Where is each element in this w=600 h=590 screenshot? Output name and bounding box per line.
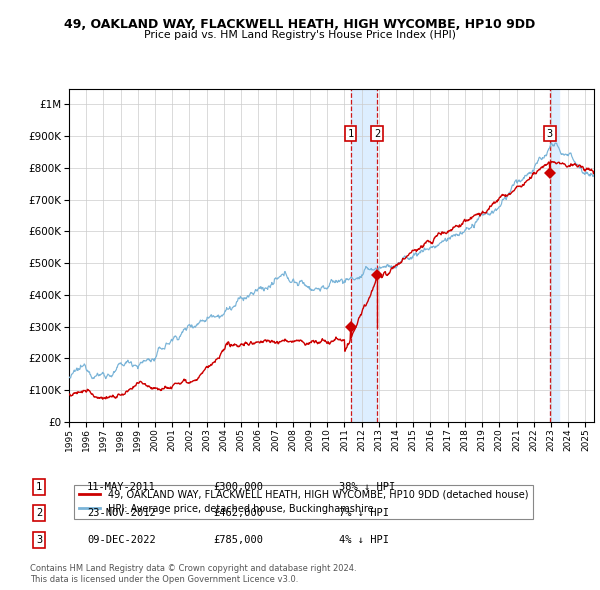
Text: 23-NOV-2012: 23-NOV-2012 (87, 509, 156, 518)
Bar (350, 88, 377, 422)
Text: 2: 2 (36, 509, 42, 518)
Text: Price paid vs. HM Land Registry's House Price Index (HPI): Price paid vs. HM Land Registry's House … (144, 30, 456, 40)
Text: £300,000: £300,000 (213, 482, 263, 491)
Text: 49, OAKLAND WAY, FLACKWELL HEATH, HIGH WYCOMBE, HP10 9DD: 49, OAKLAND WAY, FLACKWELL HEATH, HIGH W… (64, 18, 536, 31)
Text: This data is licensed under the Open Government Licence v3.0.: This data is licensed under the Open Gov… (30, 575, 298, 584)
Text: 3: 3 (36, 535, 42, 545)
Text: 2: 2 (374, 129, 380, 139)
Text: 3: 3 (547, 129, 553, 139)
Text: 09-DEC-2022: 09-DEC-2022 (87, 535, 156, 545)
Text: 7% ↓ HPI: 7% ↓ HPI (339, 509, 389, 518)
Text: 1: 1 (36, 482, 42, 491)
Bar (550, 88, 559, 422)
Text: 11-MAY-2011: 11-MAY-2011 (87, 482, 156, 491)
Text: Contains HM Land Registry data © Crown copyright and database right 2024.: Contains HM Land Registry data © Crown c… (30, 565, 356, 573)
Text: 38% ↓ HPI: 38% ↓ HPI (339, 482, 395, 491)
Text: 1: 1 (347, 129, 354, 139)
Text: 4% ↓ HPI: 4% ↓ HPI (339, 535, 389, 545)
Legend: 49, OAKLAND WAY, FLACKWELL HEATH, HIGH WYCOMBE, HP10 9DD (detached house), HPI: : 49, OAKLAND WAY, FLACKWELL HEATH, HIGH W… (74, 485, 533, 519)
Text: £462,000: £462,000 (213, 509, 263, 518)
Text: £785,000: £785,000 (213, 535, 263, 545)
